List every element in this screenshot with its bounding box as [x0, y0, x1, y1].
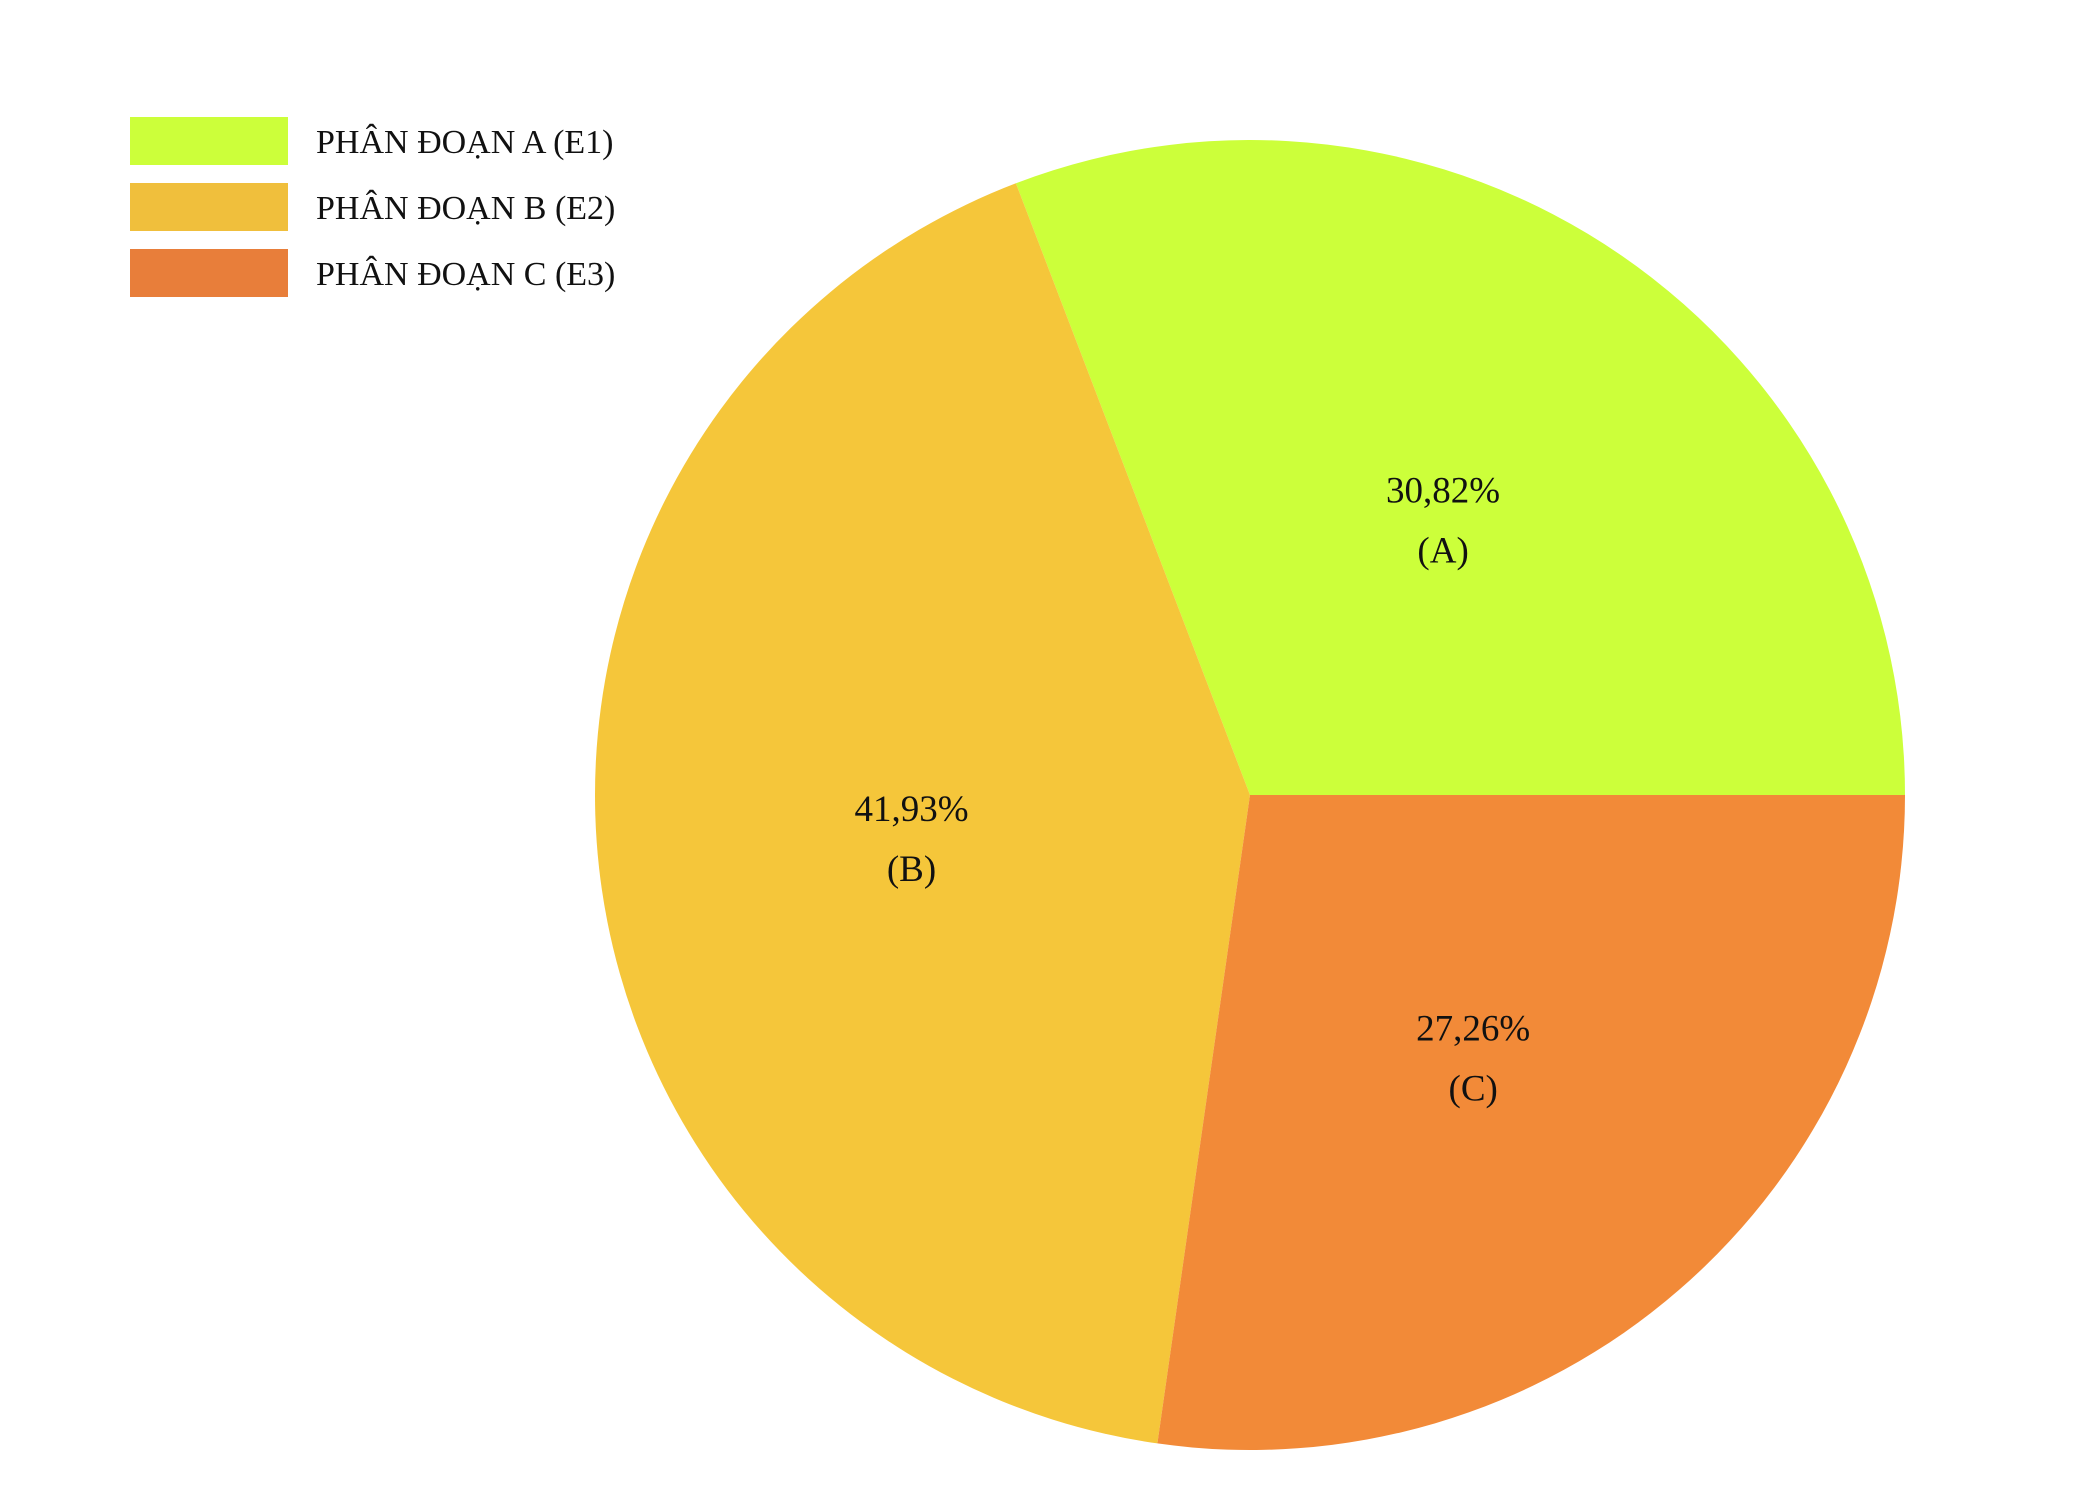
pie-slices [594, 139, 1905, 1450]
pie-slice-labels: 30,82% (A) 41,93% (B) 27,26% (C) [854, 470, 1530, 1109]
pie-slice-b [594, 183, 1250, 1444]
legend-label-b: PHÂN ĐOẠN B (E2) [316, 190, 615, 227]
slice-short-label-c: (C) [1449, 1068, 1498, 1109]
slice-short-label-a: (A) [1417, 530, 1468, 571]
slice-value-label-b: 41,93% [854, 789, 968, 830]
legend-swatch-c [130, 249, 288, 297]
slice-value-label-a: 30,82% [1386, 470, 1500, 511]
legend-label-c: PHÂN ĐOẠN C (E3) [316, 256, 615, 293]
pie-slice-a [1015, 139, 1905, 795]
legend-label-a: PHÂN ĐOẠN A (E1) [316, 124, 614, 161]
slice-short-label-b: (B) [887, 849, 936, 890]
slice-value-label-c: 27,26% [1416, 1008, 1530, 1049]
legend-swatch-a [130, 117, 288, 165]
legend: PHÂN ĐOẠN A (E1) PHÂN ĐOẠN B (E2) PHÂN ĐOẠ… [130, 117, 615, 297]
pie-slice-c [1157, 795, 1905, 1450]
legend-swatch-b [130, 183, 288, 231]
